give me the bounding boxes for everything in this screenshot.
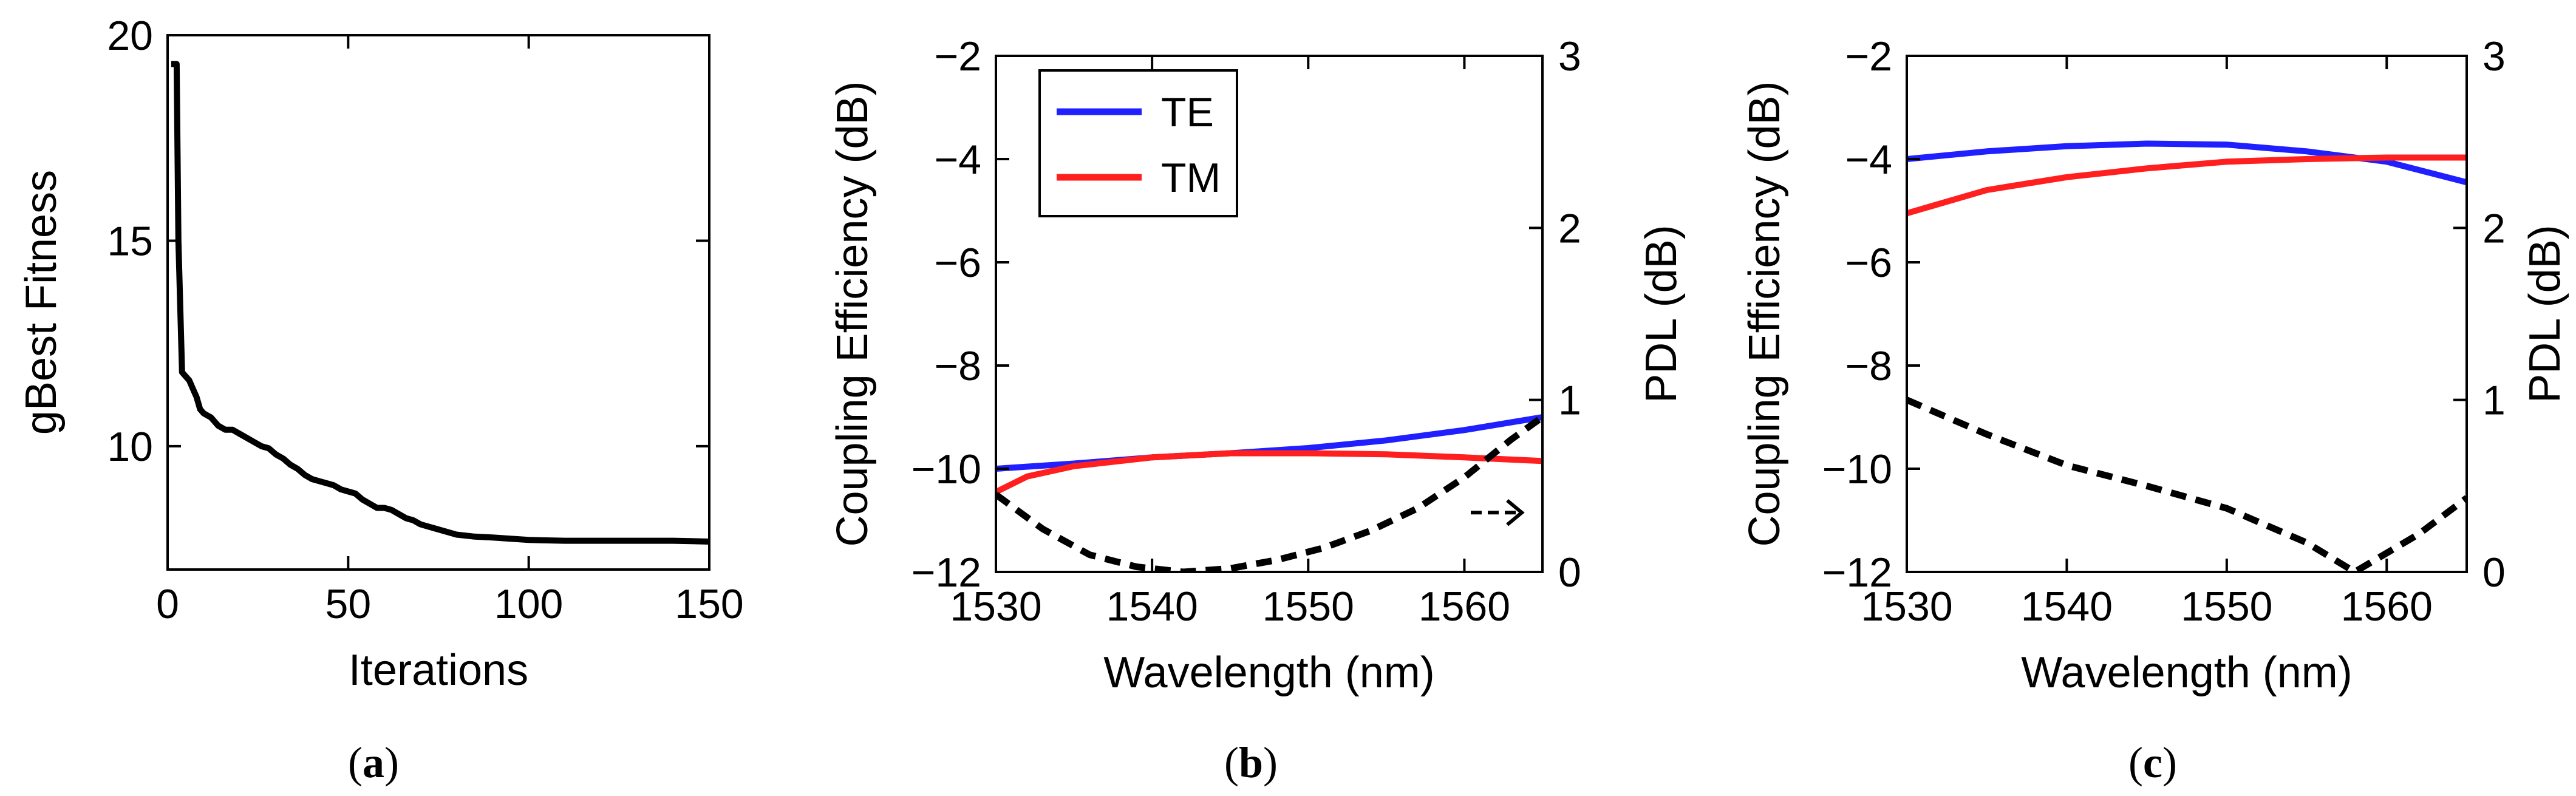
panel-tag: (a) [348, 738, 399, 787]
y-tick-label: −2 [934, 33, 981, 80]
x-tick-label: 150 [675, 581, 743, 627]
y-right-tick-label: 0 [1558, 549, 1581, 596]
legend-label-te: TE [1161, 89, 1214, 135]
panel-c: 1530 1540 1550 1560 −12 −10 −8 −6 −4 −2 0 1 2 3 Wavele… [1740, 33, 2569, 787]
y-tick-label: 15 [107, 218, 153, 264]
series-line-tm [1907, 154, 2467, 217]
x-axis-label: Iterations [349, 646, 528, 695]
x-tick-label: 1540 [2021, 583, 2113, 630]
legend: TE TM [1038, 69, 1238, 217]
series-line-pdl [1907, 396, 2467, 572]
y-right-axis-label: PDL (dB) [1637, 225, 1686, 403]
x-tick-label: 100 [494, 581, 563, 627]
x-tick-label: 50 [325, 581, 372, 627]
series-line-gbest-fitness [171, 61, 709, 545]
x-axis-label: Wavelength (nm) [2021, 648, 2353, 697]
y-right-tick-label: 3 [2482, 33, 2506, 80]
y-right-tick-label: 2 [2482, 205, 2506, 251]
legend-label-tm: TM [1161, 155, 1221, 201]
y-tick-label: −12 [1822, 549, 1892, 596]
x-tick-label: 1550 [2181, 583, 2272, 630]
y-right-tick-label: 3 [1558, 33, 1581, 80]
y-tick-label: −12 [911, 549, 981, 596]
y-axis-label: gBest Fitness [17, 170, 66, 435]
pdl-arrow-annotation [1471, 498, 1525, 526]
plot-frame [995, 55, 1544, 573]
panel-a: 0 50 100 150 10 15 20 Iterations gBest Fitness (a… [17, 13, 744, 787]
series-line-tm [996, 450, 1542, 495]
y-right-tick-label: 0 [2482, 549, 2506, 596]
panel-tag: (b) [1224, 738, 1278, 787]
x-tick-label: 1530 [1861, 583, 1952, 630]
y-axis-label: Coupling Efficiency (dB) [828, 81, 877, 546]
x-tick-label: 1530 [950, 583, 1041, 630]
y-tick-label: −10 [911, 446, 981, 492]
panel-b: 1530 1540 1550 1560 −12 −10 −8 −6 −4 −2 0 1 2 3 Wavele… [828, 33, 1686, 787]
y-tick-label: −6 [1845, 240, 1892, 286]
y-tick-label: −8 [934, 343, 981, 389]
x-tick-label: 1560 [2341, 583, 2433, 630]
y-right-tick-label: 2 [1558, 205, 1581, 251]
x-tick-label: 1540 [1106, 583, 1198, 630]
series-line-te [996, 414, 1542, 472]
y-tick-label: −2 [1845, 33, 1892, 80]
plot-frame [1906, 55, 2468, 573]
y-tick-label: −10 [1822, 446, 1892, 492]
y-tick-label: −6 [934, 240, 981, 286]
y-right-tick-label: 1 [1558, 378, 1581, 424]
y-tick-label: 10 [107, 424, 153, 470]
legend-box [1038, 69, 1238, 217]
y-axis-label: Coupling Efficiency (dB) [1740, 81, 1789, 546]
y-tick-label: −4 [934, 137, 981, 183]
plot-frame [166, 34, 710, 571]
y-tick-label: −8 [1845, 343, 1892, 389]
panel-tag: (c) [2128, 738, 2177, 787]
y-tick-label: −4 [1845, 137, 1892, 183]
x-tick-label: 1550 [1262, 583, 1354, 630]
arrow-head [1506, 498, 1525, 526]
series-line-pdl [996, 414, 1542, 572]
x-tick-label: 1560 [1419, 583, 1510, 630]
y-right-tick-label: 1 [2482, 378, 2506, 424]
x-axis-label: Wavelength (nm) [1103, 648, 1435, 697]
y-right-axis-label: PDL (dB) [2521, 225, 2569, 403]
y-tick-label: 20 [107, 13, 153, 59]
x-tick-label: 0 [156, 581, 179, 627]
